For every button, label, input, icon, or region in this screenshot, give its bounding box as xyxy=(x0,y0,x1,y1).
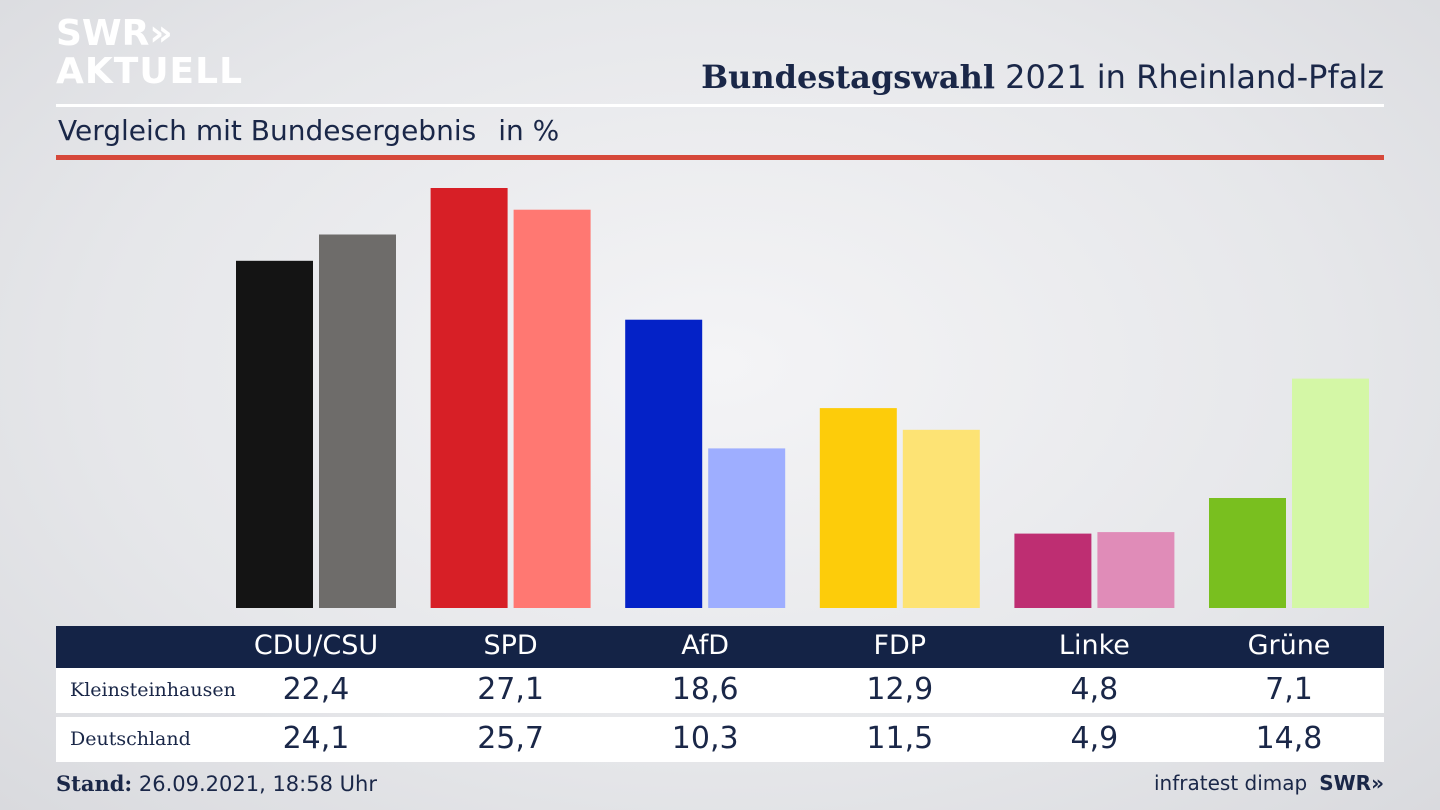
logo-line-2: AKTUELL xyxy=(56,51,244,92)
column-header: AfD xyxy=(681,630,730,661)
value-cell: 25,7 xyxy=(477,721,544,756)
bar-cdu-csu-kleinsteinhausen xyxy=(236,260,313,608)
bar-afd-kleinsteinhausen xyxy=(625,319,703,608)
column-header: SPD xyxy=(483,630,538,661)
header-divider xyxy=(56,104,1384,107)
value-cell: 14,8 xyxy=(1255,721,1323,756)
row-label: Deutschland xyxy=(70,728,191,750)
bar-linke-kleinsteinhausen xyxy=(1014,533,1092,608)
row-label: Kleinsteinhausen xyxy=(70,679,236,701)
value-cell: 10,3 xyxy=(671,721,739,756)
chart-subtitle: Vergleich mit Bundesergebnis in % xyxy=(58,114,559,147)
table-header: CDU/CSU SPD AfD FDP Linke Grüne xyxy=(56,626,1384,668)
value-cell: 4,8 xyxy=(1070,672,1119,707)
title-bold: Bundestagswahl xyxy=(701,58,995,96)
column-header: Grüne xyxy=(1247,630,1331,661)
value-cell: 11,5 xyxy=(866,721,934,756)
page-title: Bundestagswahl 2021 in Rheinland-Pfalz xyxy=(701,58,1384,96)
subtitle-text: Vergleich mit Bundesergebnis xyxy=(58,114,477,147)
swr-brand-logo: SWR» xyxy=(1319,771,1384,795)
bar-afd-deutschland xyxy=(708,448,786,608)
bar-spd-kleinsteinhausen xyxy=(430,188,508,608)
subtitle-divider xyxy=(56,155,1384,160)
title-rest: 2021 in Rheinland-Pfalz xyxy=(995,58,1384,96)
logo-line-1: SWR» xyxy=(56,13,173,54)
value-cell: 22,4 xyxy=(282,672,350,707)
bar-fdp-deutschland xyxy=(902,429,980,608)
swr-aktuell-logo: SWR» AKTUELL xyxy=(56,16,243,90)
stand-value: 26.09.2021, 18:58 Uhr xyxy=(132,772,377,796)
stand-label: Stand: xyxy=(56,771,133,796)
value-cell: 27,1 xyxy=(477,672,544,707)
bar-spd-deutschland xyxy=(513,209,591,608)
value-cell: 18,6 xyxy=(671,672,739,707)
bar-linke-deutschland xyxy=(1097,532,1175,608)
source-credit: infratest dimap SWR» xyxy=(1154,771,1384,795)
results-table: CDU/CSU SPD AfD FDP Linke Grüne Kleinsteinhau… xyxy=(56,626,1384,762)
column-header: Linke xyxy=(1058,630,1130,661)
bar-fdp-kleinsteinhausen xyxy=(819,408,897,608)
bar-chart xyxy=(236,188,1369,608)
bar-gr-ne-kleinsteinhausen xyxy=(1209,498,1286,608)
column-header: CDU/CSU xyxy=(253,630,379,661)
value-cell: 4,9 xyxy=(1070,721,1119,756)
source-text: infratest dimap xyxy=(1154,771,1308,795)
bar-cdu-csu-deutschland xyxy=(319,234,396,608)
table-row-kleinsteinhausen: Kleinsteinhausen 22,4 27,1 18,6 12,9 4,8 7,1 xyxy=(56,668,1384,713)
column-header: FDP xyxy=(873,630,927,661)
value-cell: 12,9 xyxy=(866,672,934,707)
timestamp: Stand: 26.09.2021, 18:58 Uhr xyxy=(56,771,377,796)
table-row-deutschland: Deutschland 24,1 25,7 10,3 11,5 4,9 14,8 xyxy=(56,717,1384,762)
bar-gr-ne-deutschland xyxy=(1292,378,1369,608)
value-cell: 24,1 xyxy=(282,721,350,756)
unit-label: in % xyxy=(498,114,560,147)
value-cell: 7,1 xyxy=(1265,672,1313,707)
